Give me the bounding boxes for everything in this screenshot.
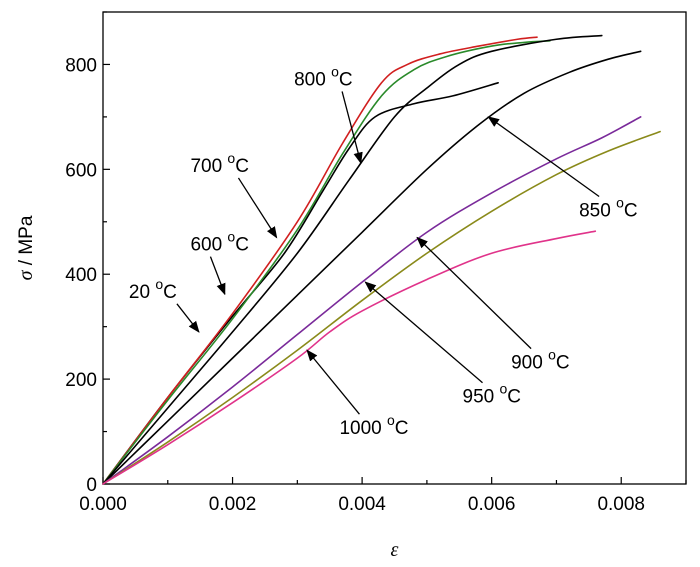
- annotation-degree: o: [227, 229, 235, 245]
- plot-area-border: [102, 11, 687, 485]
- y-tick-label: 0: [86, 475, 97, 496]
- y-tick-label: 600: [65, 160, 97, 181]
- annotation-label: 20 oC: [129, 276, 177, 303]
- annotation-temp: 850: [579, 201, 616, 222]
- annotation-temp: 700: [190, 156, 227, 177]
- annotation-degree: o: [548, 347, 556, 363]
- series-line-700c: [102, 40, 551, 485]
- annotation-unit: C: [235, 156, 249, 177]
- annotation-unit: C: [339, 69, 353, 90]
- x-tick-label: 0.002: [209, 494, 257, 515]
- annotation-label: 1000 oC: [339, 412, 408, 439]
- y-tick-label: 800: [65, 55, 97, 76]
- annotation-temp: 600: [190, 235, 227, 256]
- series-line-900c: [102, 116, 642, 485]
- annotation-degree: o: [387, 412, 395, 428]
- annotation-unit: C: [163, 282, 177, 303]
- annotation-temp: 800: [294, 69, 331, 90]
- annotation-degree: o: [500, 381, 508, 397]
- plot-frame: [102, 11, 687, 485]
- annotation-temp: 20: [129, 282, 155, 303]
- series-line-1000c: [102, 230, 597, 485]
- annotation-degree: o: [331, 63, 339, 79]
- annotation-arrow: [341, 91, 363, 165]
- annotation-label: 600 oC: [190, 229, 249, 256]
- annotation-label: 800 oC: [294, 63, 353, 90]
- annotation-label: 900 oC: [511, 347, 570, 374]
- annotation-temp: 900: [511, 353, 548, 374]
- annotation-temp: 1000: [339, 418, 387, 439]
- y-axis-unit: / MPa: [16, 215, 37, 270]
- annotation-degree: o: [155, 276, 163, 292]
- annotation-arrow: [176, 303, 200, 333]
- x-tick-label: 0.004: [338, 494, 386, 515]
- series-line-850c: [102, 50, 642, 485]
- axis-ticks: 0.000 0.002 0.004 0.006 0.008 0 200 400 600 800: [65, 11, 687, 515]
- annotation-label: 950 oC: [463, 381, 522, 408]
- y-axis-symbol: σ: [15, 269, 37, 280]
- annotation-degree: o: [616, 195, 624, 211]
- annotation-label: 700 oC: [190, 150, 249, 177]
- annotation-label: 850 oC: [579, 195, 638, 222]
- annotation-degree: o: [227, 150, 235, 166]
- x-tick-label: 0.008: [597, 494, 645, 515]
- annotation-arrow: [237, 177, 278, 239]
- series-line-800c: [102, 34, 603, 485]
- annotation-unit: C: [235, 235, 249, 256]
- annotation-temp: 950: [463, 387, 500, 408]
- y-tick-label: 400: [65, 265, 97, 286]
- x-axis-label: ε: [391, 539, 399, 561]
- series-lines: [102, 34, 661, 485]
- y-tick-label: 200: [65, 370, 97, 391]
- annotation-arrow: [416, 236, 532, 350]
- annotation-unit: C: [556, 353, 570, 374]
- annotation-unit: C: [624, 201, 638, 222]
- annotation-arrow: [306, 349, 360, 415]
- annotation-unit: C: [395, 418, 409, 439]
- annotation-arrow: [487, 116, 600, 198]
- annotation-arrow: [209, 256, 226, 296]
- series-line-600c: [102, 36, 538, 485]
- y-axis-label: σ / MPa: [15, 215, 37, 280]
- x-tick-label: 0.006: [468, 494, 516, 515]
- x-tick-label: 0.000: [79, 494, 127, 515]
- annotation-unit: C: [507, 387, 521, 408]
- annotation-arrow: [364, 281, 483, 384]
- axis-titles: ε σ / MPa: [15, 215, 399, 561]
- series-line-950c: [102, 130, 661, 485]
